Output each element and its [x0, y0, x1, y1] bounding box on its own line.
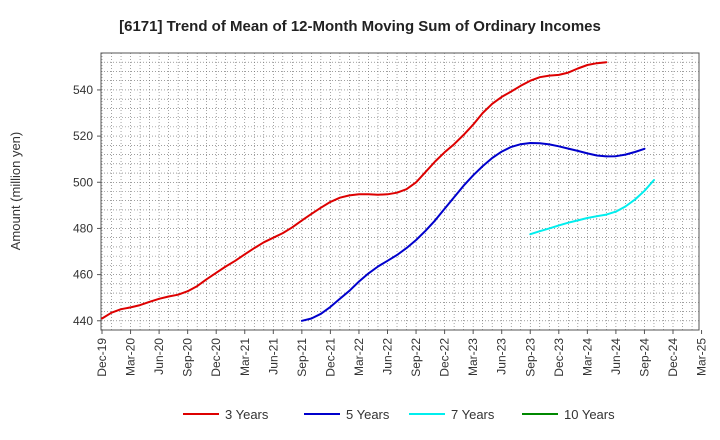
grid-lines: [101, 53, 699, 330]
x-tick-label: Dec-24: [666, 338, 680, 377]
x-tick-label: Mar-25: [695, 338, 709, 376]
series-line-5-years: [300, 142, 646, 322]
x-tick-label: Jun-20: [152, 338, 166, 375]
x-tick-label: Sep-22: [409, 338, 423, 377]
legend-label: 7 Years: [451, 407, 495, 422]
x-tick-label: Jun-24: [609, 338, 623, 375]
x-tick-label: Jun-23: [495, 338, 509, 375]
x-tick-label: Dec-22: [438, 338, 452, 377]
x-tick-label: Dec-23: [552, 338, 566, 377]
legend-label: 5 Years: [346, 407, 390, 422]
x-tick-label: Mar-23: [466, 338, 480, 376]
y-axis-label: Amount (million yen): [8, 132, 23, 251]
x-tick-label: Sep-24: [637, 338, 651, 377]
x-tick-label: Jun-22: [381, 338, 395, 375]
y-tick-label: 520: [73, 129, 93, 143]
x-tick-label: Sep-23: [523, 338, 537, 377]
x-tick-label: Sep-21: [295, 338, 309, 377]
legend-label: 10 Years: [564, 407, 615, 422]
legend-label: 3 Years: [225, 407, 269, 422]
x-tick-label: Dec-21: [323, 338, 337, 377]
y-tick-label: 440: [73, 314, 93, 328]
x-tick-label: Mar-21: [238, 338, 252, 376]
x-tick-label: Jun-21: [266, 338, 280, 375]
x-tick-label: Mar-24: [580, 338, 594, 376]
x-tick-label: Dec-19: [95, 338, 109, 377]
x-tick-label: Mar-20: [124, 338, 138, 376]
legend: 3 Years 5 Years 7 Years 10 Years: [183, 407, 615, 422]
y-tick-label: 480: [73, 221, 93, 235]
series-line-7-years: [529, 179, 655, 236]
x-tick-label: Sep-20: [181, 338, 195, 377]
series-line-3-years: [101, 61, 608, 320]
y-tick-label: 460: [73, 268, 93, 282]
y-axis-ticks: 440 460 480 500 520 540: [73, 83, 101, 328]
series-lines: [101, 61, 655, 322]
y-tick-label: 500: [73, 175, 93, 189]
x-axis-ticks: Dec-19 Mar-20 Jun-20 Sep-20 Dec-20 Mar-21 Jun-…: [95, 330, 709, 377]
chart-title: [6171] Trend of Mean of 12-Month Moving …: [119, 18, 601, 35]
y-tick-label: 540: [73, 83, 93, 97]
x-tick-label: Dec-20: [209, 338, 223, 377]
x-tick-label: Mar-22: [352, 338, 366, 376]
